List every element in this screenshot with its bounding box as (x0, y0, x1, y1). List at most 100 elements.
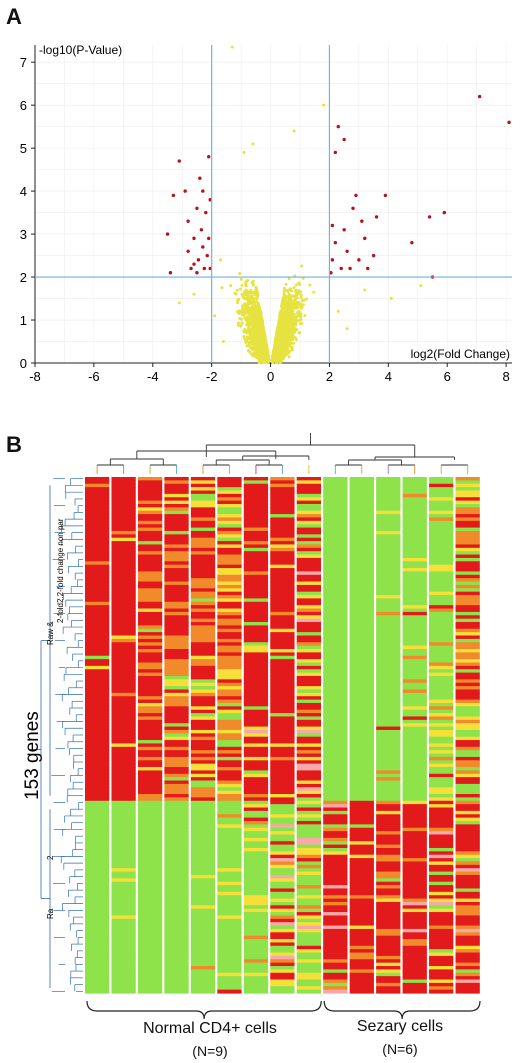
heatmap-cell (164, 962, 189, 967)
heatmap-cell (111, 959, 136, 964)
heatmap-cell (270, 534, 295, 539)
heatmap-cell (296, 780, 321, 785)
volcano-point (389, 297, 393, 301)
heatmap-cell (85, 949, 110, 954)
heatmap-cell (111, 605, 136, 610)
heatmap-cell (190, 564, 216, 569)
heatmap-cell (217, 713, 242, 718)
heatmap-cell (190, 939, 216, 944)
volcano-point (285, 317, 289, 321)
heatmap-cell (270, 878, 295, 883)
heatmap-cell (270, 692, 295, 697)
heatmap-cell (137, 756, 163, 761)
heatmap-cell (137, 733, 163, 738)
heatmap-cell (217, 595, 242, 600)
heatmap-cell (111, 500, 136, 505)
heatmap-cell (111, 608, 136, 613)
volcano-point (287, 339, 291, 343)
heatmap-cell (85, 817, 110, 822)
heatmap-cell (270, 706, 295, 711)
heatmap-cell (190, 605, 216, 610)
heatmap-cell (243, 564, 269, 569)
heatmap-cell (243, 783, 269, 788)
heatmap-cell (217, 689, 242, 694)
heatmap-cell (137, 682, 163, 687)
significant-point (196, 258, 201, 262)
heatmap-cell (296, 645, 321, 650)
heatmap-cell (137, 655, 163, 660)
volcano-point (243, 315, 247, 319)
heatmap-cell (85, 662, 110, 667)
heatmap-cell (190, 908, 216, 913)
heatmap-cell (270, 490, 295, 495)
heatmap-cell (164, 810, 189, 815)
volcano-point (287, 355, 291, 359)
heatmap-cell (111, 527, 136, 532)
heatmap-cell (217, 885, 242, 890)
heatmap-cell (85, 632, 110, 637)
heatmap-cell (111, 530, 136, 535)
heatmap-cell (190, 635, 216, 640)
heatmap-cell (243, 490, 269, 495)
heatmap-cell (270, 942, 295, 947)
volcano-point (293, 321, 297, 325)
heatmap-cell (85, 601, 110, 606)
heatmap-cell (164, 891, 189, 896)
heatmap-cell (164, 844, 189, 849)
heatmap-cell (137, 858, 163, 863)
heatmap-cell (270, 689, 295, 694)
heatmap-cell (270, 770, 295, 775)
heatmap-cell (296, 679, 321, 684)
volcano-point (287, 299, 291, 303)
heatmap-cell (190, 804, 216, 809)
heatmap-cell (190, 972, 216, 977)
heatmap-cell (111, 905, 136, 910)
heatmap-cell (217, 541, 242, 546)
heatmap-cell (137, 679, 163, 684)
heatmap-cell (164, 679, 189, 684)
heatmap-cell (137, 783, 163, 788)
heatmap-cell (111, 962, 136, 967)
heatmap-cell (217, 706, 242, 711)
heatmap-cell (137, 773, 163, 778)
heatmap-cell (85, 659, 110, 664)
heatmap-cell (296, 989, 321, 994)
heatmap-cell (243, 571, 269, 576)
heatmap-cell (137, 821, 163, 825)
heatmap-cell (217, 922, 242, 927)
heatmap-cell (296, 608, 321, 613)
heatmap-cell (243, 645, 269, 650)
heatmap-cell (190, 847, 216, 852)
heatmap-cell (217, 935, 242, 940)
heatmap-cell (243, 480, 269, 485)
heatmap-cell (217, 905, 242, 910)
heatmap-cell (164, 618, 189, 623)
heatmap-cell (323, 611, 348, 616)
heatmap-cell (270, 925, 295, 930)
heatmap-cell (111, 547, 136, 552)
heatmap-cell (323, 699, 348, 704)
heatmap-cell (137, 689, 163, 694)
heatmap-cell (296, 601, 321, 606)
heatmap-cell (85, 972, 110, 977)
significant-point (360, 219, 364, 223)
heatmap-cell (164, 817, 189, 822)
heatmap-cell (137, 881, 163, 886)
heatmap-cell (190, 571, 216, 576)
heatmap-cell (164, 659, 189, 664)
heatmap-cell (190, 503, 216, 508)
volcano-point (238, 287, 242, 291)
heatmap-cell (164, 912, 189, 917)
heatmap-cell (137, 507, 163, 512)
heatmap-cell (243, 638, 269, 643)
heatmap-cell (137, 544, 163, 549)
heatmap-cell (217, 702, 242, 707)
volcano-point (251, 312, 255, 316)
heatmap-cell (217, 756, 242, 761)
significant-point (354, 193, 358, 198)
heatmap-cell (111, 780, 136, 785)
heatmap-cell (111, 692, 136, 697)
heatmap-cell (85, 736, 110, 741)
volcano-point (261, 327, 265, 331)
heatmap-cell (85, 841, 110, 846)
